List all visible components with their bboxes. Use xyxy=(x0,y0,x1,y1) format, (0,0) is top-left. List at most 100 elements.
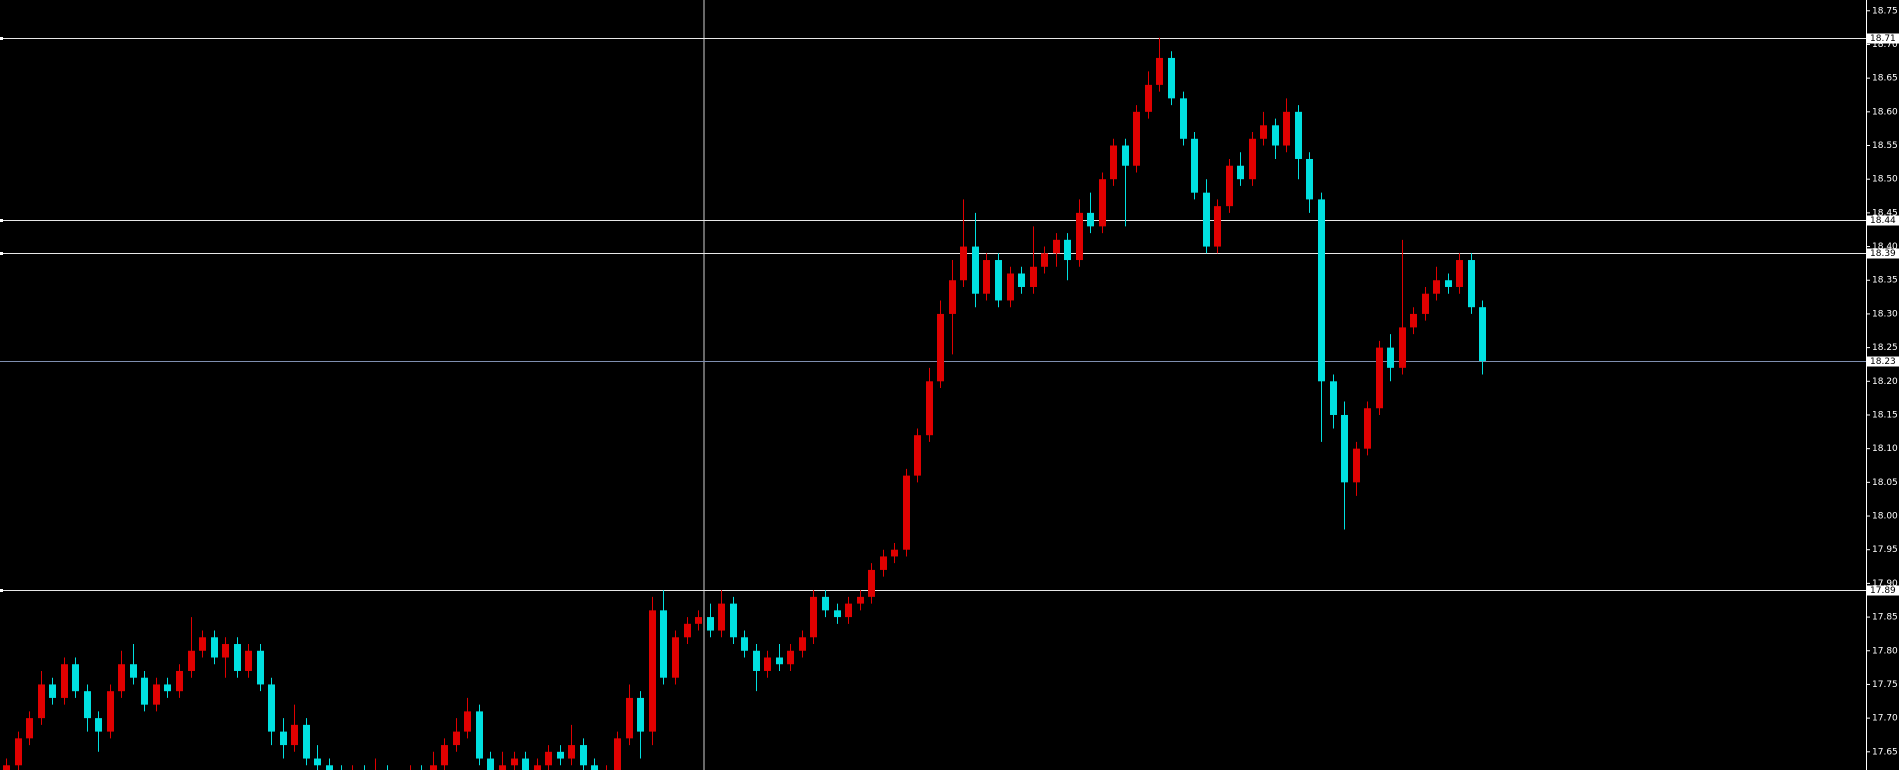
y-tick-label: 18.75 xyxy=(1872,6,1898,16)
horizontal-line-box xyxy=(1867,33,1899,44)
candle-body xyxy=(176,670,183,692)
candle-body xyxy=(718,603,725,631)
candle-body xyxy=(188,650,195,671)
y-tick-label: 18.65 xyxy=(1872,74,1898,84)
candle-body xyxy=(1053,239,1060,254)
candle-body xyxy=(1422,293,1429,314)
price-axis: 17.65 17.70 17.75 17.80 17.85 17.90 17.95 18.00… xyxy=(1866,6,1899,757)
horizontal-line-label: 18.71 xyxy=(1870,34,1896,44)
candle-body xyxy=(291,724,298,746)
candle-body xyxy=(684,623,691,638)
candle-body xyxy=(741,637,748,651)
candle-body xyxy=(95,718,102,732)
y-tick-label: 18.50 xyxy=(1872,175,1898,185)
candle-body xyxy=(1007,273,1014,301)
candle-body xyxy=(914,435,921,476)
horizontal-line-box xyxy=(1867,215,1899,226)
y-tick-label: 18.60 xyxy=(1872,107,1898,117)
candle-body xyxy=(776,657,783,665)
candle-body xyxy=(1191,138,1198,193)
candle-body xyxy=(972,246,979,294)
candle-body xyxy=(222,644,229,658)
horizontal-line-box xyxy=(1867,248,1899,259)
candle-body xyxy=(949,280,956,314)
current-price-line-label: 18.23 xyxy=(1870,357,1896,367)
candle-body xyxy=(730,603,737,638)
candle-body xyxy=(545,751,552,766)
y-tick-label: 18.05 xyxy=(1872,478,1898,488)
candle-body xyxy=(1479,307,1486,362)
candle-body xyxy=(1087,212,1094,227)
candle-body xyxy=(430,765,437,770)
line-handle xyxy=(0,37,3,40)
candle-body xyxy=(1353,448,1360,483)
y-tick-label: 18.45 xyxy=(1872,208,1898,218)
candle-body xyxy=(441,745,448,766)
y-tick-label: 17.75 xyxy=(1872,680,1898,690)
candle-body xyxy=(1064,239,1071,261)
candle-body xyxy=(810,596,817,638)
candle-body xyxy=(130,664,137,678)
candle-body xyxy=(1133,111,1140,166)
line-handle xyxy=(0,252,3,255)
y-tick-label: 18.20 xyxy=(1872,377,1898,387)
horizontal-line-label: 18.39 xyxy=(1870,249,1896,259)
y-tick-label: 17.65 xyxy=(1872,747,1898,757)
candle-body xyxy=(926,381,933,436)
candle-body xyxy=(1433,280,1440,294)
candle-body xyxy=(26,718,33,739)
candle-body xyxy=(1226,165,1233,207)
candle-body xyxy=(303,724,310,759)
y-tick-label: 18.15 xyxy=(1872,410,1898,420)
candle-body xyxy=(868,569,875,597)
candle-body xyxy=(211,637,218,658)
candle-body xyxy=(591,765,598,770)
candle-body xyxy=(1387,347,1394,368)
candle-body xyxy=(1376,347,1383,409)
candle-body xyxy=(15,738,22,766)
candle-body xyxy=(626,697,633,739)
candle-body xyxy=(1249,138,1256,180)
candle-body xyxy=(1272,125,1279,146)
candle-body xyxy=(568,745,575,759)
candle-body xyxy=(1318,199,1325,382)
candle-body xyxy=(49,684,56,698)
candle-body xyxy=(1399,327,1406,368)
candle-body xyxy=(268,684,275,732)
y-tick-label: 18.00 xyxy=(1872,512,1898,522)
candle-body xyxy=(164,684,171,692)
candle-body xyxy=(1260,125,1267,139)
candle-body xyxy=(1456,260,1463,287)
candle-body xyxy=(1076,212,1083,261)
line-handle xyxy=(0,589,3,592)
candle-body xyxy=(72,664,79,692)
y-tick-label: 18.70 xyxy=(1872,40,1898,50)
y-tick-label: 17.80 xyxy=(1872,646,1898,656)
current-price-line-box xyxy=(1867,356,1899,367)
horizontal-line-box xyxy=(1867,585,1899,596)
candle-body xyxy=(199,637,206,651)
candle-body xyxy=(649,610,656,732)
candle-body xyxy=(995,260,1002,301)
candle-body xyxy=(1168,57,1175,99)
y-tick-label: 17.85 xyxy=(1872,613,1898,623)
candle-body xyxy=(891,549,898,557)
candle-body xyxy=(84,691,91,719)
candle-body xyxy=(614,738,621,770)
candle-body xyxy=(660,610,667,678)
candle-body xyxy=(257,650,264,685)
candle-body xyxy=(707,617,714,631)
candle-body xyxy=(637,697,644,732)
candle-body xyxy=(314,758,321,766)
candle-body xyxy=(1110,145,1117,180)
horizontal-line-label: 17.89 xyxy=(1870,586,1896,596)
candle-body xyxy=(1364,408,1371,449)
y-tick-label: 18.10 xyxy=(1872,444,1898,454)
line-handle xyxy=(0,219,3,222)
candle-body xyxy=(1237,165,1244,180)
candle-body xyxy=(1410,313,1417,328)
candle-body xyxy=(880,556,887,570)
candle-body xyxy=(834,610,841,618)
